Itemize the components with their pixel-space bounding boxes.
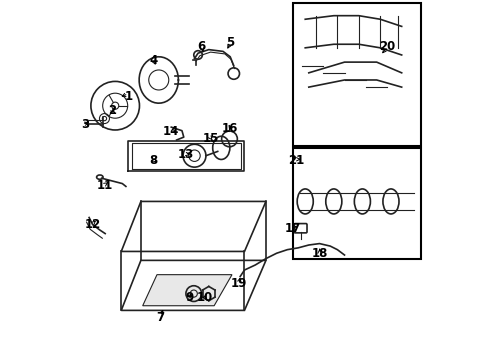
Text: 16: 16 xyxy=(222,122,238,135)
Text: 15: 15 xyxy=(202,132,218,145)
Text: 18: 18 xyxy=(311,247,327,260)
Text: 17: 17 xyxy=(284,222,300,235)
Text: 11: 11 xyxy=(97,179,113,192)
Text: 2: 2 xyxy=(108,104,116,117)
Text: 7: 7 xyxy=(156,311,164,324)
Text: 10: 10 xyxy=(197,291,213,305)
Text: 5: 5 xyxy=(225,36,234,49)
Bar xyxy=(292,148,421,258)
Text: 12: 12 xyxy=(84,218,101,231)
Text: 14: 14 xyxy=(163,125,179,138)
Text: 21: 21 xyxy=(287,154,304,167)
Text: 4: 4 xyxy=(149,54,157,67)
Bar xyxy=(292,3,421,146)
Text: 20: 20 xyxy=(379,40,395,53)
Text: 6: 6 xyxy=(197,40,205,53)
Text: 13: 13 xyxy=(177,148,193,162)
Text: 3: 3 xyxy=(81,118,89,131)
Text: 19: 19 xyxy=(230,277,247,290)
Text: 8: 8 xyxy=(149,154,157,167)
Text: 9: 9 xyxy=(184,291,193,305)
Text: 1: 1 xyxy=(124,90,132,103)
Polygon shape xyxy=(142,275,231,306)
